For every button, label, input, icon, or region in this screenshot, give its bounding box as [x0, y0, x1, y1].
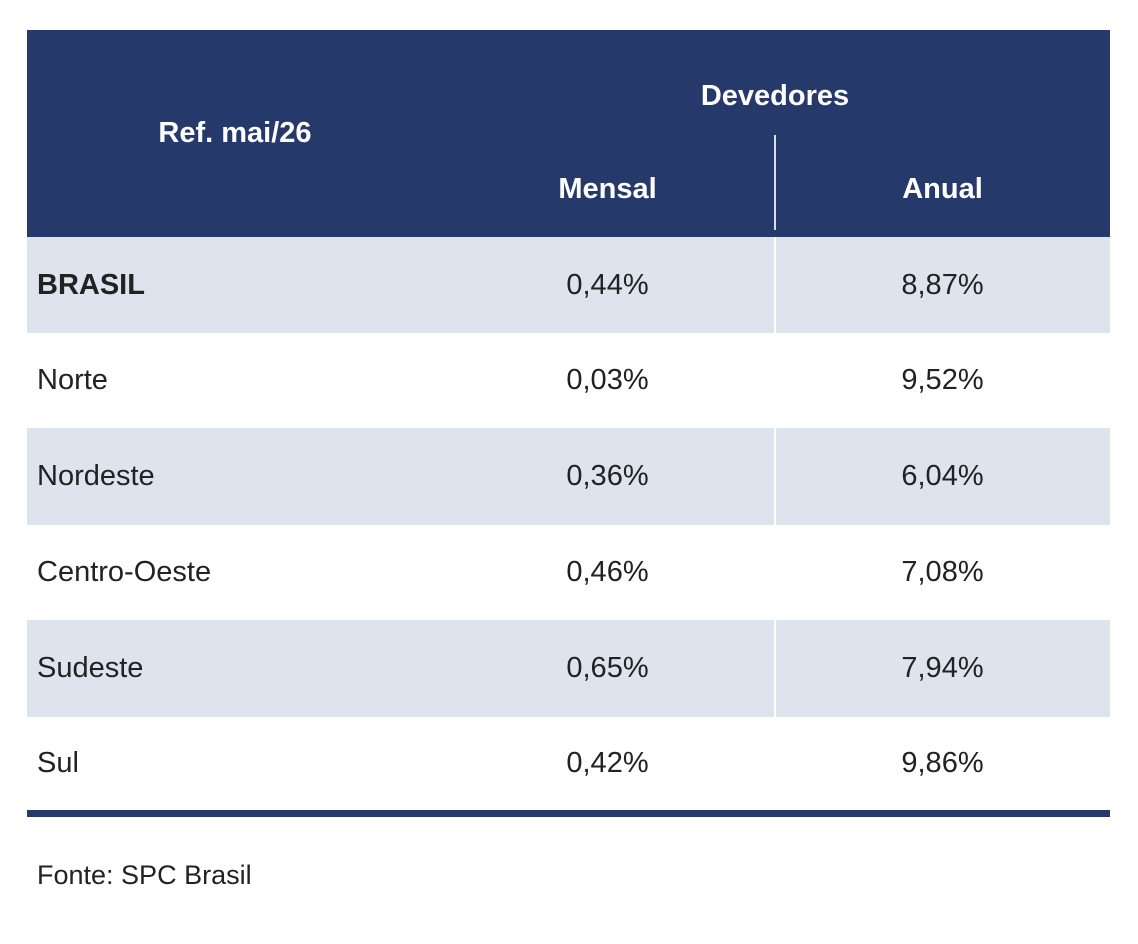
row-label: Centro-Oeste — [37, 556, 212, 588]
cell-value: 6,04% — [901, 460, 984, 492]
cell-value: 9,86% — [901, 747, 984, 779]
row-label: Sul — [37, 747, 79, 779]
header-divider — [774, 135, 776, 230]
group-header: Devedores — [700, 80, 850, 112]
cell-value: 0,44% — [566, 268, 649, 301]
cell-value: 0,42% — [566, 747, 649, 779]
cell-value: 0,36% — [566, 460, 649, 492]
table-row — [27, 428, 1110, 525]
ref-header: Ref. mai/26 — [158, 117, 312, 149]
column-header: Anual — [902, 173, 983, 205]
row-divider — [774, 237, 776, 333]
row-label: Nordeste — [37, 460, 155, 492]
table-row — [27, 237, 1110, 333]
column-header: Mensal — [558, 173, 657, 205]
row-label: Sudeste — [37, 652, 144, 684]
source-note: Fonte: SPC Brasil — [37, 860, 252, 890]
cell-value: 7,94% — [901, 652, 984, 684]
row-divider — [774, 428, 776, 525]
table-header — [27, 30, 1110, 237]
cell-value: 7,08% — [901, 556, 984, 588]
table-row — [27, 620, 1110, 717]
row-label: BRASIL — [37, 268, 145, 301]
cell-value: 9,52% — [901, 364, 984, 396]
bottom-rule — [27, 810, 1110, 817]
cell-value: 0,03% — [566, 364, 649, 396]
row-divider — [774, 620, 776, 717]
row-label: Norte — [37, 364, 108, 396]
cell-value: 0,46% — [566, 556, 649, 588]
cell-value: 0,65% — [566, 652, 649, 684]
cell-value: 8,87% — [901, 268, 984, 301]
